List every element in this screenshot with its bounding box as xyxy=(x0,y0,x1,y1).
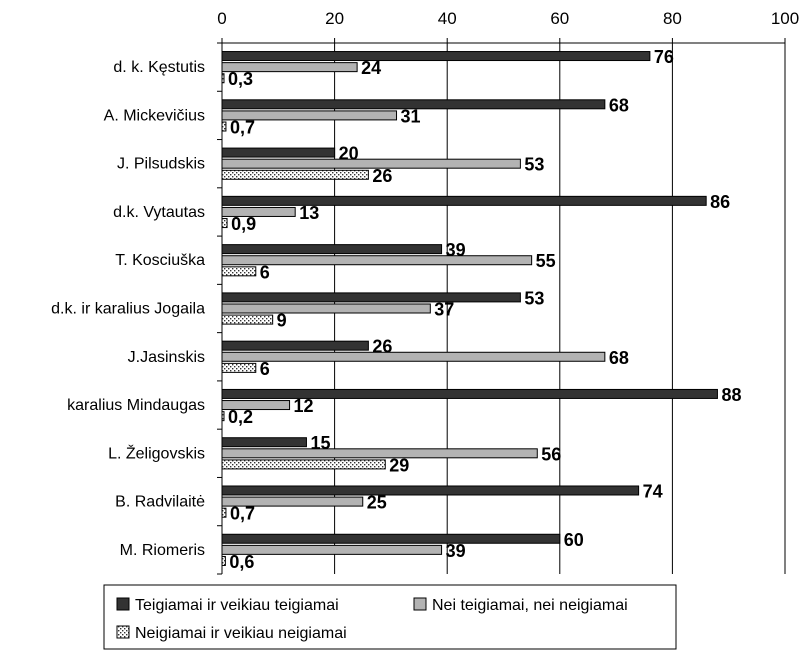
bar-positive xyxy=(221,533,561,544)
x-tick-label: 0 xyxy=(217,9,226,28)
bar-positive xyxy=(221,340,369,351)
bar-neutral xyxy=(221,255,533,266)
x-tick-label: 40 xyxy=(438,9,457,28)
bar-negative xyxy=(221,555,226,566)
bar-negative xyxy=(221,507,227,518)
data-label: 9 xyxy=(277,311,287,331)
data-label: 55 xyxy=(536,251,556,271)
category-label: d.k. ir karalius Jogaila xyxy=(51,301,205,318)
bar-positive xyxy=(221,195,707,206)
data-label: 68 xyxy=(609,95,629,115)
bar-negative xyxy=(221,411,225,422)
bar-neutral xyxy=(221,496,364,507)
x-tick-labels: 0 20 40 60 80 100 xyxy=(217,9,799,28)
category-label: L. Želigovskis xyxy=(108,443,205,462)
category-labels: d. k. Kęstutis A. Mickevičius J. Pilsudski… xyxy=(51,59,205,559)
data-label: 60 xyxy=(564,530,584,550)
data-label: 39 xyxy=(446,541,466,561)
data-label: 6 xyxy=(260,359,270,379)
legend: Teigiamai ir veikiau teigiamai Nei teigi… xyxy=(103,584,677,650)
data-label: 74 xyxy=(643,481,663,501)
x-tick-label: 60 xyxy=(550,9,569,28)
data-label: 15 xyxy=(310,433,330,453)
category-label: d. k. Kęstutis xyxy=(113,59,205,76)
data-label: 0,7 xyxy=(230,504,255,524)
category-label: T. Kosciuška xyxy=(115,252,205,269)
bar-negative xyxy=(221,169,369,180)
bar-neutral xyxy=(221,110,398,121)
bar-negative xyxy=(221,459,386,470)
legend-label-positive: Teigiamai ir veikiau teigiamai xyxy=(135,597,339,614)
bar-negative xyxy=(221,218,228,229)
data-label: 53 xyxy=(524,288,544,308)
category-label: J. Pilsudskis xyxy=(117,156,205,173)
bar-positive xyxy=(221,292,521,303)
x-tick-label: 20 xyxy=(325,9,344,28)
category-label: d.k. Vytautas xyxy=(113,204,205,221)
bar-negative xyxy=(221,266,257,277)
data-label: 0,2 xyxy=(228,407,253,427)
data-label: 6 xyxy=(260,262,270,282)
legend-swatch-positive xyxy=(116,597,130,611)
data-label: 0,6 xyxy=(229,552,254,572)
data-label: 24 xyxy=(361,58,381,78)
legend-swatch-neutral xyxy=(413,597,427,611)
bar-negative xyxy=(221,314,274,325)
bar-positive xyxy=(221,244,443,255)
bar-neutral xyxy=(221,158,521,169)
data-label: 39 xyxy=(446,240,466,260)
legend-label-neutral: Nei teigiamai, nei neigiamai xyxy=(432,597,628,614)
data-label: 31 xyxy=(401,106,421,126)
data-label: 88 xyxy=(721,385,741,405)
bar-neutral xyxy=(221,448,538,459)
data-label: 37 xyxy=(434,300,454,320)
data-label: 0,9 xyxy=(231,214,256,234)
legend-swatch-negative xyxy=(116,625,130,639)
bar-positive xyxy=(221,388,718,399)
data-label: 26 xyxy=(372,337,392,357)
bar-neutral xyxy=(221,400,291,411)
bar-neutral xyxy=(221,62,358,73)
data-label: 56 xyxy=(541,444,561,464)
legend-label-negative: Neigiamai ir veikiau neigiamai xyxy=(135,625,347,642)
legend-box xyxy=(103,584,677,650)
data-label: 12 xyxy=(294,396,314,416)
data-label: 0,3 xyxy=(228,69,253,89)
bar-neutral xyxy=(221,351,606,362)
bar-negative xyxy=(221,73,225,84)
bar-negative xyxy=(221,121,227,132)
data-label: 25 xyxy=(367,493,387,513)
bar-negative xyxy=(221,362,257,373)
data-labels: 76 24 0,3 68 31 0,7 20 53 26 86 13 0,9 39 55 6 53 37 9 26 6… xyxy=(228,47,741,572)
data-label: 29 xyxy=(389,455,409,475)
category-label: M. Riomeris xyxy=(120,542,205,559)
bars xyxy=(221,51,718,566)
x-tick-label: 100 xyxy=(771,9,799,28)
bar-positive xyxy=(221,147,336,158)
data-label: 76 xyxy=(654,47,674,67)
x-tick-label: 80 xyxy=(663,9,682,28)
category-label: karalius Mindaugas xyxy=(67,397,205,414)
data-label: 13 xyxy=(299,203,319,223)
bar-neutral xyxy=(221,303,431,314)
bar-positive xyxy=(221,99,606,110)
category-label: B. Radvilaitė xyxy=(115,494,205,511)
category-label: J.Jasinskis xyxy=(128,349,205,366)
data-label: 53 xyxy=(524,155,544,175)
bar-neutral xyxy=(221,544,443,555)
bar-positive xyxy=(221,485,640,496)
data-label: 26 xyxy=(372,166,392,186)
bar-positive xyxy=(221,51,651,62)
data-label: 86 xyxy=(710,192,730,212)
bar-positive xyxy=(221,437,307,448)
data-label: 68 xyxy=(609,348,629,368)
category-label: A. Mickevičius xyxy=(104,107,205,124)
data-label: 20 xyxy=(339,144,359,164)
data-label: 0,7 xyxy=(230,118,255,138)
bar-neutral xyxy=(221,206,296,217)
